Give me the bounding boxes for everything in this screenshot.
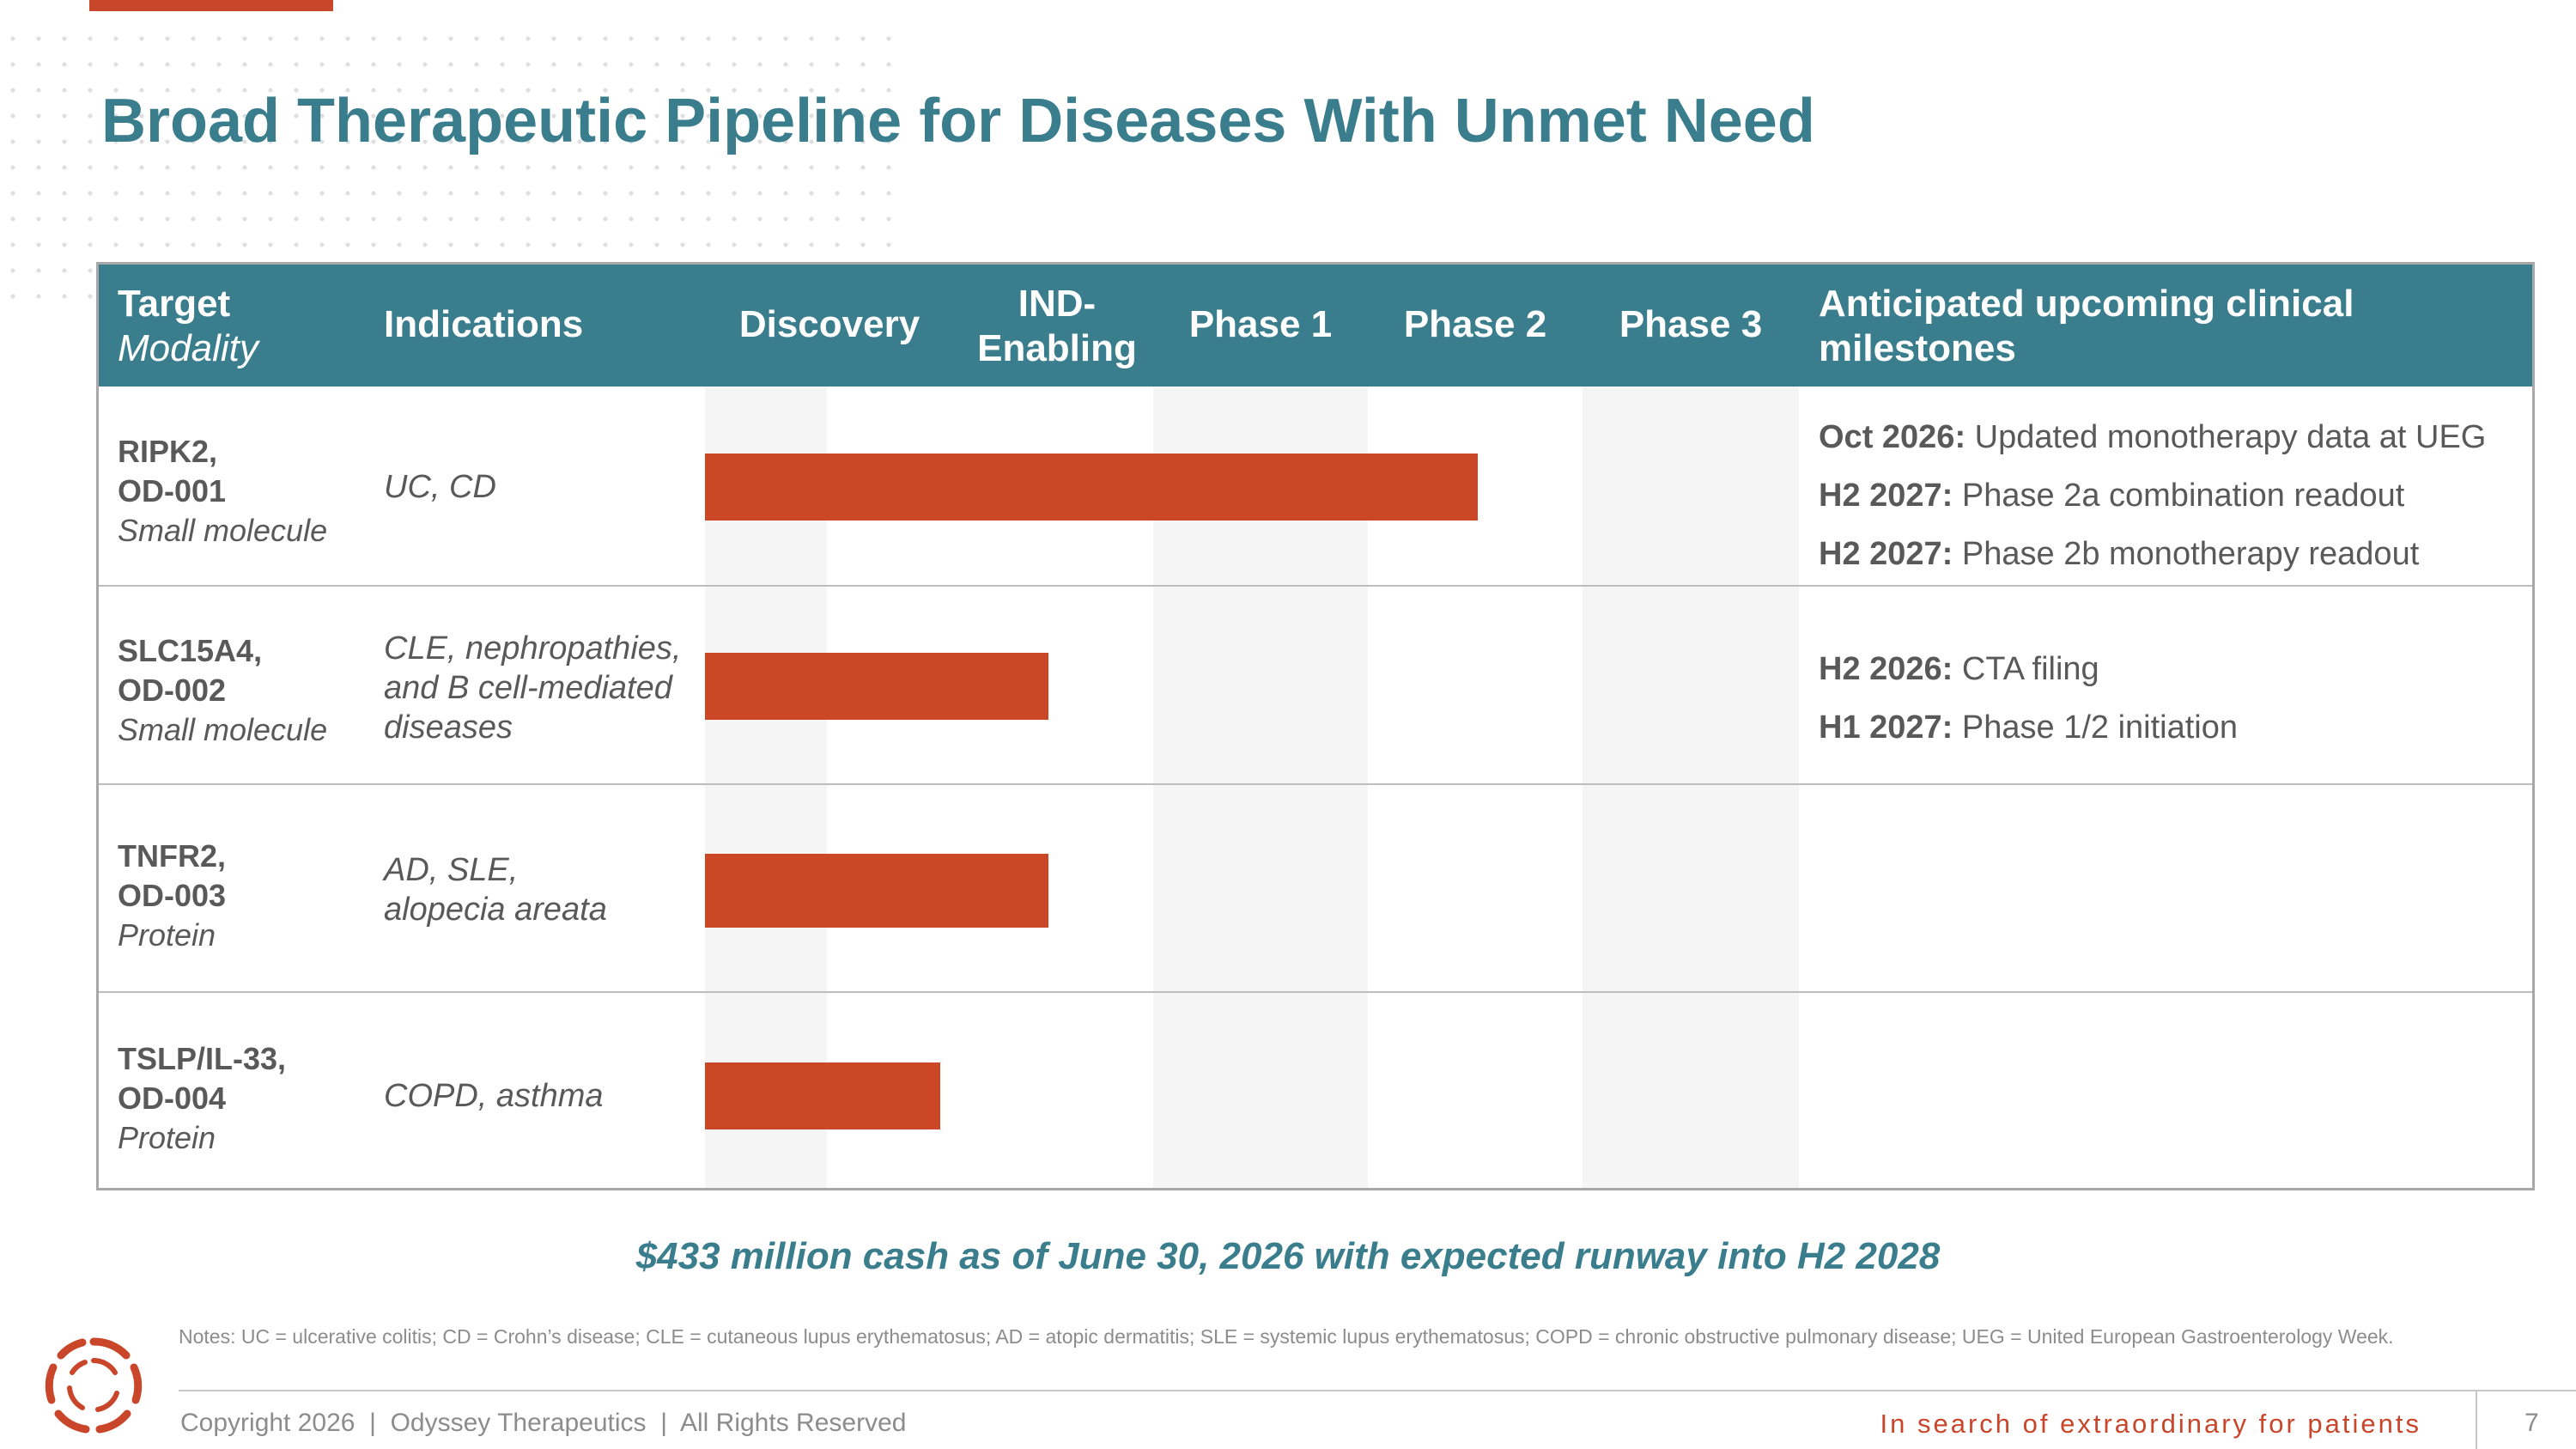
footnotes: Notes: UC = ulcerative colitis; CD = Cro…	[179, 1325, 2394, 1348]
footer-separator	[2476, 1391, 2477, 1449]
row2-indications-line3: diseases	[384, 709, 513, 746]
row1-milestone3-date: H2 2027:	[1819, 536, 1953, 572]
row3-indications-line1: AD, SLE,	[384, 852, 519, 888]
tagline: In search of extraordinary for patients	[1880, 1409, 2421, 1439]
row3-target-name: TNFR2,	[118, 838, 226, 874]
header-modality-label: Modality	[118, 327, 258, 369]
header-target-label: Target	[118, 283, 231, 325]
copyright-text: Copyright 2026 | Odyssey Therapeutics | …	[180, 1409, 907, 1437]
row-divider	[99, 783, 2532, 785]
row4-target-name: TSLP/IL-33,	[118, 1041, 287, 1076]
row1-target-code: OD-001	[118, 473, 227, 508]
row1-milestone: Oct 2026: Updated monotherapy data at UE…	[1819, 417, 2486, 457]
top-accent-bar	[89, 0, 333, 11]
row3-modality: Protein	[118, 917, 216, 953]
row1-progress-bar	[705, 454, 1478, 521]
header-phase3: Phase 3	[1619, 303, 1763, 345]
row4-progress-bar	[705, 1062, 940, 1129]
page-number: 7	[2524, 1409, 2539, 1437]
header-phase1: Phase 1	[1188, 303, 1333, 345]
odyssey-logo-icon	[45, 1337, 143, 1434]
row1-milestone: H2 2027: Phase 2b monotherapy readout	[1819, 534, 2419, 574]
phase3-column-shade	[1583, 387, 1799, 1188]
footer-divider	[179, 1390, 2576, 1391]
header-milestones: Anticipated upcoming clinical milestones	[1819, 282, 2354, 371]
row1-milestone2-date: H2 2027:	[1819, 478, 1953, 514]
header-ind-enabling-line2: Enabling	[977, 327, 1137, 369]
row3-progress-bar	[705, 854, 1048, 928]
cash-statement: $433 million cash as of June 30, 2026 wi…	[635, 1235, 1941, 1277]
row4-indications: COPD, asthma	[384, 1078, 604, 1114]
header-indications: Indications	[384, 303, 584, 345]
row1-target: RIPK2, OD-001 Small molecule	[118, 432, 327, 551]
row4-target: TSLP/IL-33, OD-004 Protein	[118, 1039, 286, 1158]
row2-target: SLC15A4, OD-002 Small molecule	[118, 631, 327, 750]
header-milestones-line2: milestones	[1819, 327, 2016, 369]
row3-indications: AD, SLE, alopecia areata	[384, 850, 607, 929]
row2-target-code: OD-002	[118, 673, 227, 708]
row2-milestone2-date: H1 2027:	[1819, 709, 1953, 746]
row1-indications: UC, CD	[384, 469, 496, 505]
row2-indications-line2: and B cell-mediated	[384, 670, 672, 706]
row2-indications-line1: CLE, nephropathies,	[384, 630, 682, 667]
row1-milestone3-text: Phase 2b monotherapy readout	[1953, 536, 2420, 572]
row2-modality: Small molecule	[118, 712, 328, 747]
header-target: Target Modality	[118, 282, 258, 371]
row-divider	[99, 585, 2532, 587]
row1-milestone: H2 2027: Phase 2a combination readout	[1819, 476, 2404, 515]
row2-milestone2-text: Phase 1/2 initiation	[1953, 709, 2238, 746]
row2-milestone1-text: CTA filing	[1953, 651, 2099, 687]
row3-target-code: OD-003	[118, 878, 227, 913]
pipeline-table: Target Modality Indications Discovery IN…	[96, 262, 2535, 1190]
row3-indications-line2: alopecia areata	[384, 892, 607, 928]
row1-milestone2-text: Phase 2a combination readout	[1953, 478, 2405, 514]
row2-milestone: H2 2026: CTA filing	[1819, 649, 2099, 689]
row4-target-code: OD-004	[118, 1081, 227, 1116]
row2-milestone1-date: H2 2026:	[1819, 651, 1953, 687]
row1-milestone1-date: Oct 2026:	[1819, 419, 1966, 455]
row1-modality: Small molecule	[118, 513, 328, 548]
row-divider	[99, 991, 2532, 993]
row3-target: TNFR2, OD-003 Protein	[118, 837, 226, 955]
row1-milestone1-text: Updated monotherapy data at UEG	[1965, 419, 2487, 455]
header-ind-enabling-line1: IND-	[1018, 283, 1097, 325]
header-ind-enabling: IND- Enabling	[954, 282, 1160, 371]
row2-progress-bar	[705, 653, 1048, 720]
row1-target-name: RIPK2,	[118, 434, 218, 469]
page-title: Broad Therapeutic Pipeline for Diseases …	[101, 87, 1815, 155]
header-phase2: Phase 2	[1403, 303, 1547, 345]
table-header	[99, 265, 2532, 387]
row2-milestone: H1 2027: Phase 1/2 initiation	[1819, 708, 2238, 747]
row4-modality: Protein	[118, 1120, 216, 1155]
header-milestones-line1: Anticipated upcoming clinical	[1819, 283, 2354, 325]
row2-indications: CLE, nephropathies, and B cell-mediated …	[384, 629, 681, 747]
row2-target-name: SLC15A4,	[118, 633, 263, 668]
header-discovery: Discovery	[738, 303, 920, 345]
